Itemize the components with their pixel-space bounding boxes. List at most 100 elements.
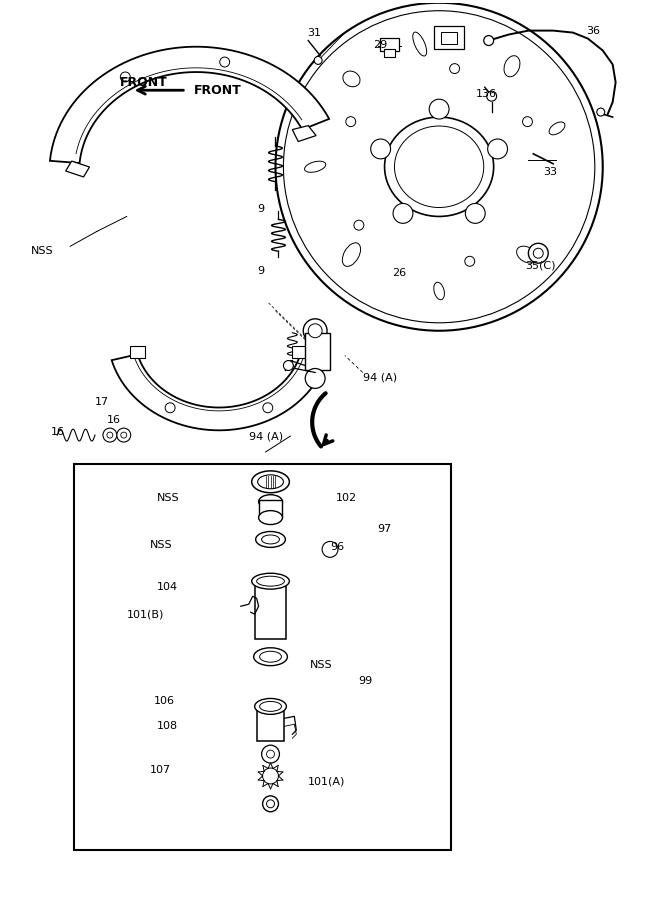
Circle shape [393,203,413,223]
Text: 33: 33 [543,166,557,176]
Circle shape [283,361,293,371]
Circle shape [107,432,113,438]
Circle shape [219,57,229,67]
Bar [259,500,282,518]
Circle shape [263,403,273,413]
Text: 9: 9 [257,203,265,213]
Ellipse shape [385,117,494,217]
Circle shape [429,99,449,119]
Bar [255,581,286,639]
Ellipse shape [305,161,325,172]
Text: NSS: NSS [157,492,179,503]
Circle shape [484,36,494,46]
Polygon shape [50,47,329,163]
Text: NSS: NSS [149,540,172,551]
Text: 94 (A): 94 (A) [363,373,397,382]
Polygon shape [292,126,316,141]
Circle shape [165,403,175,413]
Bar [441,32,457,43]
Text: 9: 9 [257,266,265,276]
Circle shape [322,542,338,557]
Bar [257,706,284,742]
Ellipse shape [394,126,484,208]
Circle shape [487,91,497,101]
Circle shape [522,117,532,127]
Text: 35(C): 35(C) [526,260,556,270]
Text: 104: 104 [157,582,177,592]
Text: 101(A): 101(A) [308,777,346,787]
Ellipse shape [261,535,279,544]
Text: 16: 16 [51,428,65,437]
Ellipse shape [517,246,537,263]
Ellipse shape [255,532,285,547]
Ellipse shape [343,71,360,86]
Text: 136: 136 [476,89,497,99]
Circle shape [121,432,127,438]
Bar [74,464,451,850]
Text: 31: 31 [307,28,321,38]
Bar [434,25,464,50]
Ellipse shape [259,510,282,525]
Circle shape [117,428,131,442]
Text: 36: 36 [586,25,600,36]
Circle shape [354,220,364,230]
Ellipse shape [259,701,281,711]
Text: 26: 26 [392,268,407,278]
Circle shape [267,750,275,758]
Circle shape [314,57,322,65]
Text: NSS: NSS [310,660,333,670]
Ellipse shape [549,122,565,135]
Circle shape [346,117,356,127]
Text: FRONT: FRONT [120,76,167,89]
Polygon shape [65,161,89,177]
Ellipse shape [342,243,361,266]
Circle shape [275,3,603,330]
Text: 106: 106 [153,697,175,706]
Circle shape [488,139,508,159]
Ellipse shape [255,698,286,715]
Circle shape [308,324,322,338]
Text: NSS: NSS [31,247,53,256]
Ellipse shape [413,32,427,56]
Text: 107: 107 [149,765,171,775]
Circle shape [120,72,130,82]
Circle shape [465,256,475,266]
Polygon shape [292,346,308,358]
Circle shape [261,745,279,763]
Text: 96: 96 [330,543,344,553]
Circle shape [283,11,595,323]
Ellipse shape [259,495,282,508]
Ellipse shape [257,475,283,489]
Circle shape [466,203,485,223]
Ellipse shape [257,576,284,586]
Circle shape [534,248,543,258]
Circle shape [597,108,605,116]
Circle shape [450,64,460,74]
Bar [380,38,400,51]
Ellipse shape [251,573,289,590]
Text: 94 (A): 94 (A) [249,431,283,441]
Circle shape [303,319,327,343]
Text: 101(B): 101(B) [127,610,164,620]
Bar [384,50,396,58]
Ellipse shape [504,56,520,76]
Text: 108: 108 [157,721,177,732]
Text: FRONT: FRONT [194,84,242,96]
Text: 99: 99 [358,676,372,686]
Circle shape [263,768,278,784]
Polygon shape [129,346,145,358]
Circle shape [305,368,325,389]
Circle shape [528,243,548,263]
Circle shape [263,796,278,812]
Text: 16: 16 [107,415,121,425]
Text: 102: 102 [336,492,357,503]
Text: 29: 29 [373,40,387,50]
Circle shape [103,428,117,442]
Ellipse shape [259,652,281,662]
Text: 97: 97 [378,524,392,534]
Text: 17: 17 [95,397,109,408]
Circle shape [267,800,275,808]
Ellipse shape [253,648,287,666]
Circle shape [371,139,391,159]
Ellipse shape [434,283,444,300]
